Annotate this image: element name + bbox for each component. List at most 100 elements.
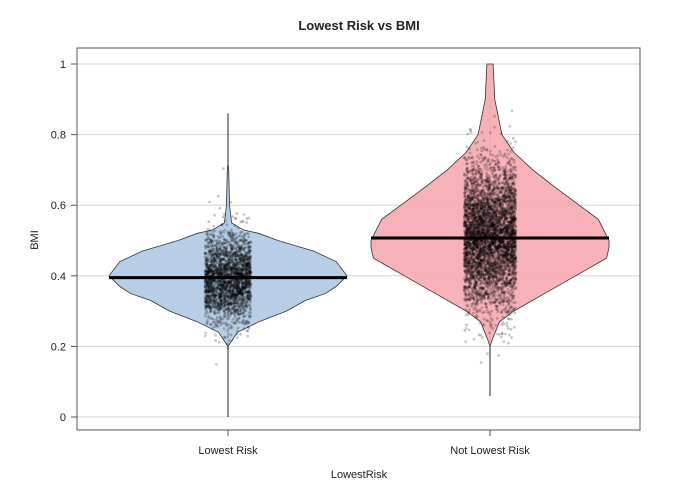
jitter-point: [213, 287, 216, 290]
jitter-point: [242, 260, 245, 263]
jitter-point: [510, 150, 513, 153]
jitter-point: [243, 268, 246, 271]
jitter-point: [502, 316, 505, 319]
jitter-point: [243, 237, 246, 240]
jitter-point: [232, 285, 235, 288]
jitter-point: [212, 230, 215, 233]
jitter-point: [239, 221, 242, 224]
jitter-point: [245, 284, 248, 287]
jitter-point: [245, 330, 248, 333]
jitter-point: [219, 280, 222, 283]
jitter-point: [205, 232, 208, 235]
jitter-point: [204, 315, 207, 318]
jitter-point: [237, 317, 240, 320]
jitter-point: [230, 296, 233, 299]
jitter-point: [205, 265, 208, 268]
jitter-point: [499, 174, 502, 177]
jitter-point: [226, 224, 229, 227]
jitter-point: [480, 149, 483, 152]
jitter-point: [243, 327, 246, 330]
jitter-point: [216, 302, 219, 305]
jitter-point: [509, 142, 512, 145]
jitter-point: [230, 299, 233, 302]
jitter-point: [224, 219, 227, 222]
jitter-point: [246, 306, 249, 309]
jitter-point: [244, 246, 247, 249]
jitter-point: [243, 213, 246, 216]
jitter-point: [222, 238, 225, 241]
jitter-point: [221, 251, 224, 254]
jitter-point: [502, 155, 505, 158]
jitter-point: [221, 288, 224, 291]
jitter-point: [235, 260, 238, 263]
jitter-point: [498, 333, 501, 336]
violins: [109, 64, 609, 417]
jitter-point: [476, 141, 479, 144]
jitter-point: [234, 218, 237, 221]
jitter-point: [216, 310, 219, 313]
jitter-point: [247, 327, 250, 330]
jitter-point: [497, 354, 500, 357]
jitter-point: [215, 245, 218, 248]
jitter-point: [236, 290, 239, 293]
jitter-point: [236, 262, 239, 265]
jitter-point: [470, 131, 473, 134]
jitter-point: [227, 280, 230, 283]
jitter-point: [246, 297, 249, 300]
jitter-point: [233, 251, 236, 254]
jitter-point: [237, 273, 240, 276]
jitter-point: [218, 282, 221, 285]
jitter-point: [211, 255, 214, 258]
jitter-point: [230, 251, 233, 254]
jitter-point: [216, 261, 219, 264]
jitter-point: [247, 233, 250, 236]
jitter-point: [222, 167, 225, 170]
jitter-point: [221, 291, 224, 294]
jitter-point: [476, 194, 479, 197]
jitter-point: [242, 319, 245, 322]
jitter-point: [248, 283, 251, 286]
jitter-point: [207, 220, 210, 223]
jitter-point: [237, 243, 240, 246]
jitter-point: [248, 311, 251, 314]
jitter-point: [211, 242, 214, 245]
jitter-point: [245, 251, 248, 254]
jitter-point: [229, 266, 232, 269]
jitter-point: [208, 201, 211, 204]
jitter-point: [250, 295, 253, 298]
jitter-point: [228, 339, 231, 342]
jitter-point: [224, 301, 227, 304]
jitter-point: [240, 313, 243, 316]
jitter-point: [230, 229, 233, 232]
jitter-point: [217, 195, 220, 198]
jitter-point: [514, 169, 517, 172]
jitter-point: [480, 361, 483, 364]
jitter-point: [213, 239, 216, 242]
jitter-point: [219, 295, 222, 298]
jitter-point: [227, 333, 230, 336]
jitter-point: [234, 316, 237, 319]
jitter-point: [242, 282, 245, 285]
jitter-point: [234, 225, 237, 228]
jitter-point: [234, 305, 237, 308]
jitter-point: [237, 255, 240, 258]
jitter-point: [245, 259, 248, 262]
jitter-point: [240, 293, 243, 296]
jitter-point: [249, 306, 252, 309]
jitter-point: [206, 298, 209, 301]
jitter-point: [235, 232, 238, 235]
jitter-point: [467, 133, 470, 136]
jitter-point: [476, 155, 479, 158]
jitter-point: [507, 327, 510, 330]
jitter-point: [249, 301, 252, 304]
jitter-point: [226, 250, 229, 253]
jitter-point: [242, 312, 245, 315]
jitter-point: [240, 303, 243, 306]
jitter-point: [464, 340, 467, 343]
jitter-point: [245, 301, 248, 304]
jitter-point: [242, 292, 245, 295]
jitter-point: [212, 244, 215, 247]
jitter-point: [233, 268, 236, 271]
jitter-point: [242, 240, 245, 243]
jitter-point: [226, 329, 229, 332]
